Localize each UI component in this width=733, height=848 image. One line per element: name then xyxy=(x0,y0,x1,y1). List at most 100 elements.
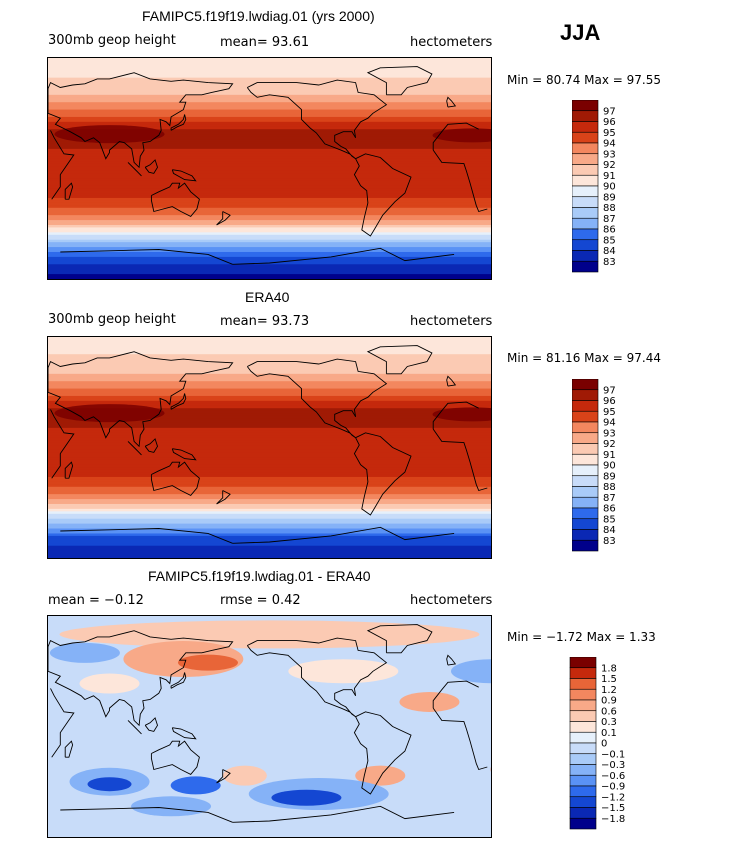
panel2-band xyxy=(48,496,491,500)
panel1-band xyxy=(48,156,491,160)
panel2-band xyxy=(48,368,491,372)
panel2-band xyxy=(48,518,491,522)
panel2-band xyxy=(48,440,491,444)
panel2-band xyxy=(48,467,491,471)
panel1-band xyxy=(48,269,491,273)
panel1-band xyxy=(48,99,491,103)
panel2-band xyxy=(48,506,491,510)
season-label: JJA xyxy=(560,20,601,45)
panel1-colorbar-swatch xyxy=(572,239,599,251)
panel2-colorbar-tick-label: 90 xyxy=(603,461,616,472)
panel1-band xyxy=(48,143,491,147)
panel2-band xyxy=(48,405,491,409)
panel2-band xyxy=(48,410,491,414)
panel2-band xyxy=(48,503,491,507)
panel3-colorbar-svg: 1.81.51.20.90.60.30.10−0.1−0.3−0.6−0.9−1… xyxy=(569,657,625,830)
panel2-coastline xyxy=(432,428,488,492)
panel2-band xyxy=(48,398,491,402)
panel1-band xyxy=(48,276,491,279)
panel2-colorbar-swatch xyxy=(572,379,599,391)
panel2-colorbar-swatch xyxy=(572,529,599,541)
panel3-anomaly-region xyxy=(87,777,132,792)
panel2-max-region xyxy=(54,404,165,423)
panel3-colorbar-tick-label: −1.8 xyxy=(601,814,625,825)
panel2-band xyxy=(48,464,491,468)
panel1-band xyxy=(48,72,491,76)
panel2-colorbar-swatch xyxy=(572,475,599,487)
panel2-colorbar: 97 96 95 94 93 92 91 90 89 88 87 86 85 84 83 xyxy=(572,379,652,559)
panel2-band xyxy=(48,457,491,461)
panel3-colorbar-tick-label: 1.2 xyxy=(601,685,617,696)
panel1-max-region xyxy=(432,128,491,143)
panel1-colorbar-tick-label: 87 xyxy=(603,214,616,225)
panel2-band xyxy=(48,376,491,380)
panel1-band xyxy=(48,237,491,241)
panel1-title: FAMIPC5.f19f19.lwdiag.01 (yrs 2000) xyxy=(142,8,375,24)
panel2-band xyxy=(48,543,491,547)
panel2-colorbar-swatch xyxy=(572,410,599,423)
panel3-anomaly-region xyxy=(59,620,480,649)
panel2-coastline xyxy=(64,461,74,479)
panel2-colorbar-swatch xyxy=(572,432,599,444)
panel1-coastline xyxy=(60,249,233,265)
panel1-band xyxy=(48,222,491,226)
panel1-coastline xyxy=(246,79,388,160)
panel2-band xyxy=(48,408,491,412)
panel2-band xyxy=(48,491,491,495)
panel2-band xyxy=(48,344,491,348)
panel1-coastline xyxy=(232,247,455,265)
panel1-band xyxy=(48,202,491,206)
panel2-minmax: Min = 81.16 Max = 97.44 xyxy=(507,351,661,365)
panel2-colorbar-tick-label: 93 xyxy=(603,428,616,439)
panel1-map-svg xyxy=(48,58,491,279)
panel3-colorbar-swatch xyxy=(569,721,597,733)
panel2-band xyxy=(48,508,491,512)
panel1-band xyxy=(48,119,491,123)
panel3-title: FAMIPC5.f19f19.lwdiag.01 - ERA40 xyxy=(148,568,371,584)
panel1-band xyxy=(48,102,491,106)
panel2-band xyxy=(48,538,491,542)
panel1-band xyxy=(48,183,491,187)
panel3-colorbar-swatch xyxy=(569,657,597,669)
panel2-coastline xyxy=(246,358,388,439)
panel2-colorbar-swatch xyxy=(572,453,599,466)
panel2-band xyxy=(48,462,491,466)
panel1-band xyxy=(48,197,491,201)
panel2-band xyxy=(48,530,491,534)
panel1-colorbar-tick-label: 97 xyxy=(603,106,616,117)
panel1-band xyxy=(48,168,491,172)
panel3-colorbar-swatch xyxy=(569,796,597,808)
panel1-colorbar-swatch xyxy=(572,260,599,273)
panel2-band xyxy=(48,449,491,453)
panel2-band xyxy=(48,459,491,463)
panel1-band xyxy=(48,220,491,224)
panel1-colorbar-tick-label: 94 xyxy=(603,139,616,150)
panel3-coastline xyxy=(446,654,457,666)
panel1-colorbar-tick-label: 88 xyxy=(603,203,616,214)
panel1-band xyxy=(48,148,491,152)
panel2-band xyxy=(48,528,491,532)
panel3-minmax: Min = −1.72 Max = 1.33 xyxy=(507,630,656,644)
panel2-colorbar-tick-label: 97 xyxy=(603,385,616,396)
panel2-colorbar-tick-label: 91 xyxy=(603,450,616,461)
panel1-band xyxy=(48,185,491,189)
panel1-band xyxy=(48,131,491,135)
panel2-coastline xyxy=(144,438,158,453)
panel3-colorbar-tick-label: −1.5 xyxy=(601,803,625,814)
panel1-band xyxy=(48,195,491,199)
panel2-coastline xyxy=(366,345,433,375)
panel1-coastline xyxy=(353,153,412,237)
panel1-band xyxy=(48,82,491,86)
panel1-band xyxy=(48,217,491,221)
panel3-colorbar-swatch xyxy=(569,807,597,819)
panel2-map-svg xyxy=(48,337,491,558)
panel3-colorbar-tick-label: 1.5 xyxy=(601,674,617,685)
panel1-coastline xyxy=(50,130,75,200)
panel2-units-label: hectometers xyxy=(410,314,493,329)
panel1-band xyxy=(48,229,491,233)
panel1-band xyxy=(48,134,491,138)
panel2-band xyxy=(48,400,491,404)
panel2-band xyxy=(48,366,491,370)
panel1-band xyxy=(48,136,491,140)
panel2-band xyxy=(48,346,491,350)
